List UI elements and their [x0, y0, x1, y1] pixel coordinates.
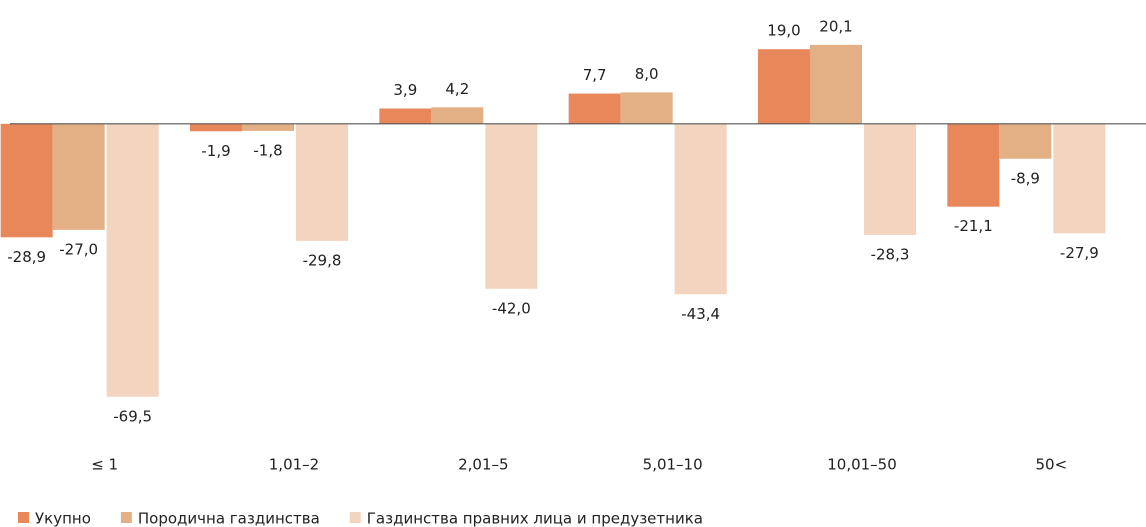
data-label: 8,0 [635, 65, 659, 83]
legend-label: Газдинства правних лица и предузетника [367, 510, 703, 527]
bar [568, 93, 621, 124]
bar [864, 123, 916, 235]
bar [106, 123, 159, 397]
data-label: 20,1 [819, 17, 852, 35]
data-label: 7,7 [583, 66, 607, 84]
x-tick-label: ≤ 1 [91, 456, 118, 474]
data-label: -29,8 [303, 251, 342, 269]
data-label: -1,9 [201, 142, 230, 160]
legend: Укупно Породична газдинства Газдинства пра… [18, 510, 703, 527]
bar [1053, 123, 1106, 234]
bar [0, 123, 53, 238]
legend-swatch [120, 512, 132, 523]
bar [947, 123, 1000, 207]
bar [379, 108, 432, 124]
bar [485, 123, 538, 289]
legend-swatch [349, 512, 361, 523]
legend-swatch [18, 512, 29, 523]
data-label: 3,9 [393, 81, 417, 99]
bar [296, 123, 348, 241]
data-label: -8,9 [1011, 169, 1040, 187]
data-label: -43,4 [681, 305, 720, 323]
data-label: 19,0 [767, 22, 800, 40]
data-label: -1,8 [253, 141, 282, 159]
bar [810, 44, 862, 124]
data-label: -21,1 [954, 217, 993, 235]
x-tick-label: 2,01–5 [458, 456, 508, 474]
data-label: -69,5 [113, 407, 152, 425]
bar [758, 49, 810, 124]
data-label: -27,9 [1060, 244, 1099, 262]
x-tick-label: 1,01–2 [269, 456, 319, 474]
data-label: -42,0 [492, 299, 531, 317]
x-tick-label: 10,01–50 [827, 456, 897, 474]
bar [674, 123, 727, 295]
bar [620, 92, 673, 124]
data-label: -28,3 [871, 245, 910, 263]
legend-label: Укупно [35, 510, 91, 527]
bar [431, 107, 484, 124]
data-label: 4,2 [445, 80, 469, 98]
data-label: -27,0 [59, 240, 98, 258]
bar [242, 123, 294, 131]
data-label: -28,9 [7, 248, 46, 266]
legend-label: Породична газдинства [138, 510, 320, 527]
x-tick-label: 5,01–10 [643, 456, 703, 474]
x-tick-label: 50< [1036, 456, 1068, 474]
bar [190, 123, 242, 132]
bar [52, 123, 105, 230]
bar [999, 123, 1052, 159]
